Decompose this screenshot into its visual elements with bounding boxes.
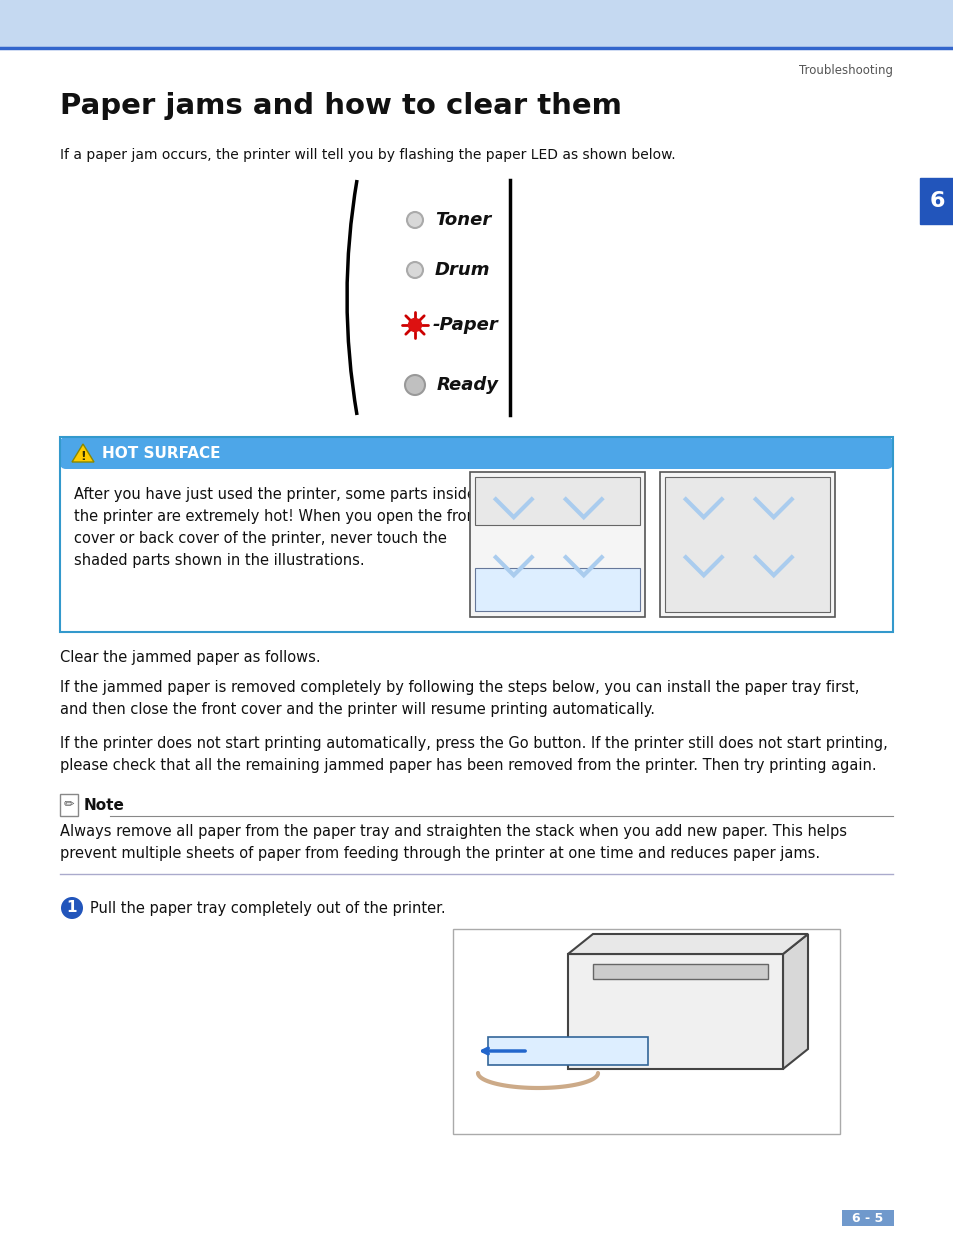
Bar [453, 929, 840, 1134]
Bar [664, 477, 829, 613]
Bar [841, 1210, 893, 1226]
Text: shaded parts shown in the illustrations.: shaded parts shown in the illustrations. [74, 553, 364, 568]
Text: 1: 1 [67, 900, 77, 915]
Circle shape [408, 319, 421, 331]
Text: and then close the front cover and the printer will resume printing automaticall: and then close the front cover and the p… [60, 701, 655, 718]
Polygon shape [567, 934, 807, 953]
Text: Always remove all paper from the paper tray and straighten the stack when you ad: Always remove all paper from the paper t… [60, 824, 846, 839]
Text: 6: 6 [928, 191, 943, 211]
Text: If the printer does not start printing automatically, press the Go button. If th: If the printer does not start printing a… [60, 736, 887, 751]
Text: the printer are extremely hot! When you open the front: the printer are extremely hot! When you … [74, 509, 481, 524]
Text: If the jammed paper is removed completely by following the steps below, you can : If the jammed paper is removed completel… [60, 680, 859, 695]
Bar [60, 469, 892, 632]
Circle shape [407, 262, 422, 278]
Text: HOT SURFACE: HOT SURFACE [102, 446, 220, 461]
Text: Pull the paper tray completely out of the printer.: Pull the paper tray completely out of th… [90, 900, 445, 915]
Text: Toner: Toner [435, 211, 491, 228]
Circle shape [405, 375, 424, 395]
Circle shape [61, 897, 83, 919]
Text: Clear the jammed paper as follows.: Clear the jammed paper as follows. [60, 650, 320, 664]
Text: Paper jams and how to clear them: Paper jams and how to clear them [60, 91, 621, 120]
Bar [593, 965, 767, 979]
Circle shape [407, 212, 422, 228]
Polygon shape [782, 934, 807, 1070]
Text: If a paper jam occurs, the printer will tell you by flashing the paper LED as sh: If a paper jam occurs, the printer will … [60, 148, 675, 162]
Bar [919, 178, 953, 224]
Text: Ready: Ready [436, 375, 498, 394]
Text: After you have just used the printer, some parts inside: After you have just used the printer, so… [74, 487, 476, 501]
FancyBboxPatch shape [60, 437, 892, 469]
Polygon shape [71, 445, 94, 462]
Text: !: ! [80, 450, 86, 462]
Bar [659, 472, 834, 618]
Bar [60, 437, 892, 632]
Text: please check that all the remaining jammed paper has been removed from the print: please check that all the remaining jamm… [60, 758, 876, 773]
Text: Drum: Drum [435, 261, 490, 279]
Text: Note: Note [84, 798, 125, 813]
Bar [0, 0, 953, 48]
Text: -Paper: -Paper [433, 316, 498, 333]
Bar [475, 477, 639, 525]
Bar [488, 1037, 647, 1065]
Bar [470, 472, 644, 618]
Bar [475, 568, 639, 611]
Bar [60, 794, 78, 816]
Text: cover or back cover of the printer, never touch the: cover or back cover of the printer, neve… [74, 531, 446, 546]
Text: 6 - 5: 6 - 5 [851, 1212, 882, 1224]
Text: ✏: ✏ [64, 799, 74, 811]
Text: prevent multiple sheets of paper from feeding through the printer at one time an: prevent multiple sheets of paper from fe… [60, 846, 820, 861]
Bar [567, 953, 782, 1070]
Text: Troubleshooting: Troubleshooting [799, 64, 892, 77]
